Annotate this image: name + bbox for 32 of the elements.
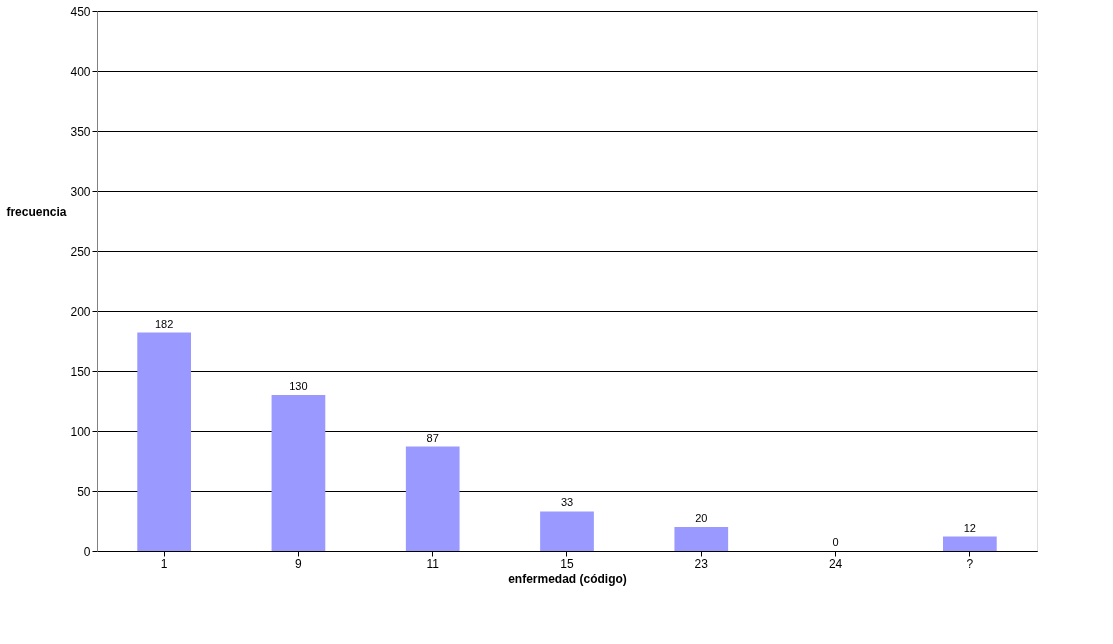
y-tick-label: 200 (70, 304, 91, 319)
y-tick-label: 350 (70, 124, 91, 139)
y-tick-label: 50 (77, 484, 91, 499)
data-label: 87 (426, 431, 439, 444)
bar (540, 511, 594, 551)
y-tick-label: 0 (83, 544, 91, 559)
data-label: 130 (289, 380, 308, 392)
x-tick-label: 9 (295, 556, 303, 571)
data-label: 20 (695, 512, 708, 524)
bar (405, 446, 460, 551)
y-tick-label: 400 (70, 64, 91, 79)
x-tick-label: ? (966, 556, 974, 571)
data-label: 182 (154, 317, 174, 330)
y-axis-title: frecuencia (6, 204, 67, 219)
x-tick-label: 24 (828, 556, 843, 571)
x-axis-title: enfermedad (código) (508, 571, 627, 586)
y-tick-label: 150 (70, 364, 91, 379)
y-tick-label: 450 (70, 4, 91, 19)
bar (271, 395, 326, 551)
bar (943, 536, 997, 551)
data-label: 0 (832, 536, 839, 548)
bar (674, 527, 729, 551)
y-tick-label: 100 (70, 424, 91, 439)
bar (137, 332, 191, 551)
x-tick-label: 1 (160, 556, 168, 571)
x-tick-label: 11 (426, 556, 440, 571)
data-label: 12 (963, 521, 976, 534)
x-tick-label: 15 (560, 556, 574, 571)
y-tick-label: 250 (70, 244, 91, 259)
y-tick-label: 300 (70, 184, 91, 199)
data-label: 33 (560, 496, 574, 509)
x-tick-label: 23 (694, 556, 709, 571)
